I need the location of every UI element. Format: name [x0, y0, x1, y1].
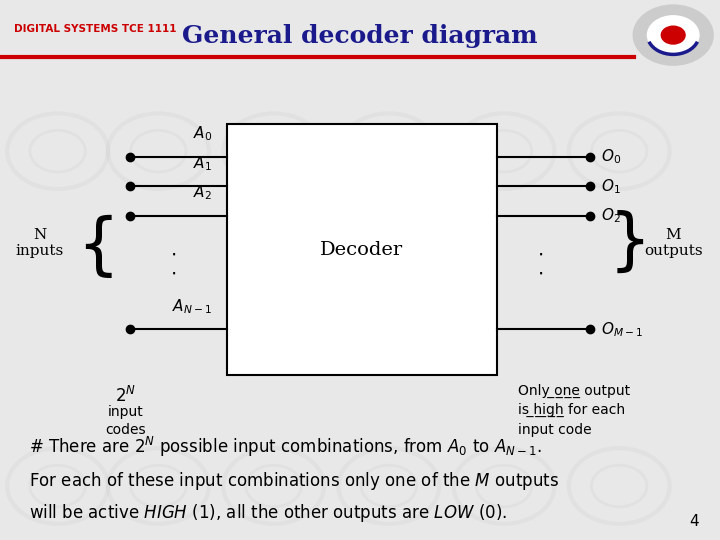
Text: $O_2$: $O_2$ [601, 207, 621, 225]
Text: input
codes: input codes [106, 405, 146, 437]
Text: General decoder diagram: General decoder diagram [182, 24, 538, 48]
Text: $\cdot$: $\cdot$ [170, 263, 176, 282]
Text: will be active $HIGH$ (1), all the other outputs are $LOW$ (0).: will be active $HIGH$ (1), all the other… [29, 502, 507, 524]
Text: $O_0$: $O_0$ [601, 147, 621, 166]
Text: $2^N$: $2^N$ [115, 386, 137, 406]
Text: 4: 4 [689, 514, 698, 529]
Text: }: } [608, 210, 652, 276]
Text: For each of these input combinations only one of the $M$ outputs: For each of these input combinations onl… [29, 470, 559, 492]
Text: $O_1$: $O_1$ [601, 177, 621, 195]
Text: $A_2$: $A_2$ [194, 184, 212, 202]
Circle shape [634, 5, 713, 65]
Text: M
outputs: M outputs [644, 228, 703, 258]
Text: $A_1$: $A_1$ [194, 154, 212, 173]
Text: $\cdot$: $\cdot$ [170, 244, 176, 264]
Text: DIGITAL SYSTEMS TCE 1111: DIGITAL SYSTEMS TCE 1111 [14, 24, 177, 35]
Text: $\cdot$: $\cdot$ [537, 244, 543, 264]
Circle shape [647, 16, 699, 55]
Text: $A_0$: $A_0$ [193, 124, 212, 143]
Text: $\cdot$: $\cdot$ [537, 263, 543, 282]
Text: $A_{N-1}$: $A_{N-1}$ [172, 297, 212, 316]
Text: Decoder: Decoder [320, 241, 403, 259]
Circle shape [662, 26, 685, 44]
Text: }: } [61, 210, 104, 276]
Text: # There are $2^N$ possible input combinations, from $A_0$ to $A_{N-1}$.: # There are $2^N$ possible input combina… [29, 435, 541, 459]
FancyBboxPatch shape [227, 124, 497, 375]
Text: $O_{M-1}$: $O_{M-1}$ [601, 320, 643, 339]
Text: N
inputs: N inputs [15, 228, 64, 258]
Text: Only ̲o̲n̲e̲ output
is ̲h̲i̲g̲h̲ for each
input code: Only ̲o̲n̲e̲ output is ̲h̲i̲g̲h̲ for eac… [518, 383, 631, 437]
